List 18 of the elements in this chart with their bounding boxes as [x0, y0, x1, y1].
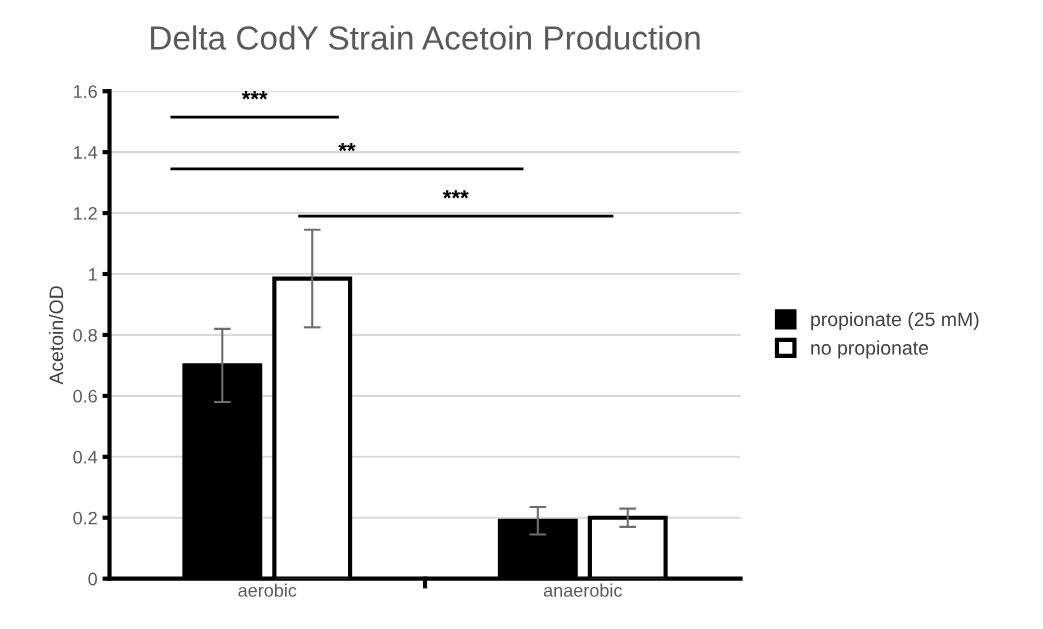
y-axis-title: Acetoin/OD: [48, 286, 64, 385]
chart-title: Delta CodY Strain Acetoin Production: [151, 25, 700, 50]
y-tick-label: 0.4: [73, 450, 98, 464]
y-tick-label: 0.6: [73, 389, 97, 403]
x-tick-label: anaerobic: [543, 583, 622, 597]
y-tick-label: 1.6: [73, 85, 97, 98]
y-tick-label: 1.2: [73, 207, 97, 220]
y-tick-label: 0: [88, 572, 97, 586]
y-tick-label: 0.2: [73, 511, 97, 525]
annotation: **: [338, 142, 356, 152]
annotation: ***: [241, 91, 268, 100]
legend-label: no propionate: [811, 340, 929, 359]
x-tick-label: aerobic: [238, 583, 297, 597]
y-tick-label: 1: [89, 268, 97, 281]
y-tick-label: 0.8: [73, 328, 97, 342]
y-tick-label: 1.4: [73, 146, 98, 159]
legend-label: propionate (25 mM): [811, 311, 979, 331]
annotation: ***: [442, 190, 469, 199]
